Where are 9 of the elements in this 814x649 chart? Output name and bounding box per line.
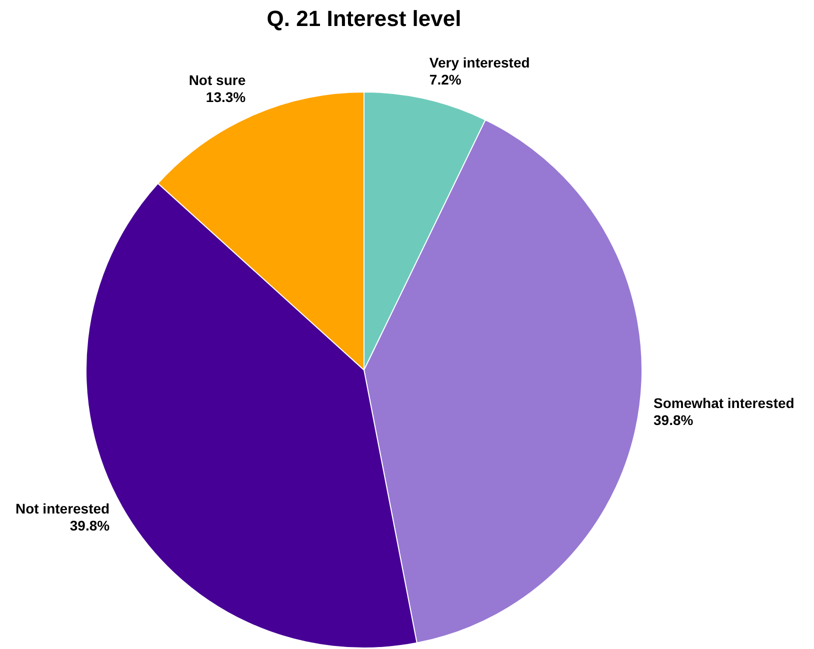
data-label: 7.2% bbox=[429, 71, 462, 88]
chart-title: Q. 21 Interest level bbox=[266, 6, 462, 31]
data-label: 39.8% bbox=[70, 517, 110, 534]
data-label: 13.3% bbox=[206, 89, 246, 106]
slice-label: Very interested bbox=[429, 54, 530, 70]
slice-label: Not interested bbox=[15, 500, 110, 516]
slice-label: Not sure bbox=[188, 72, 246, 88]
slice-label: Somewhat interested bbox=[654, 394, 794, 411]
data-label: 39.8% bbox=[654, 412, 694, 428]
